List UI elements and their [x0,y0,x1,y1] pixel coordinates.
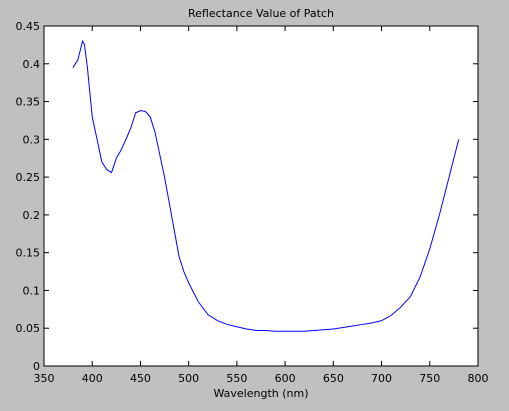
y-tick-label: 0.15 [16,247,41,260]
plot-area [43,25,479,367]
y-tick-label: 0.4 [23,58,41,71]
x-tick-label: 400 [82,372,103,385]
y-tick-label: 0.2 [23,209,41,222]
x-tick-label: 550 [226,372,247,385]
y-tick-label: 0.3 [23,133,41,146]
axis-ticks [43,25,479,367]
y-tick-label: 0.05 [16,322,41,335]
x-tick-label: 500 [178,372,199,385]
x-tick-label: 750 [419,372,440,385]
y-tick-labels: 0 0.05 0.1 0.15 0.2 0.25 0.3 0.35 0.4 0.45 [16,20,41,373]
reflectance-line [72,39,460,332]
x-tick-label: 350 [34,372,55,385]
x-tick-labels: 350 400 450 500 550 600 650 700 750 800 [34,372,489,385]
y-tick-label: 0.35 [16,96,41,109]
y-tick-label: 0.1 [23,284,41,297]
chart-title: Reflectance Value of Patch [188,7,334,20]
y-tick-label: 0.25 [16,171,41,184]
x-tick-label: 700 [371,372,392,385]
x-tick-label: 450 [130,372,151,385]
y-tick-label: 0.45 [16,20,41,33]
x-axis-label: Wavelength (nm) [213,387,308,400]
y-tick-label: 0 [33,360,40,373]
x-tick-label: 650 [323,372,344,385]
x-tick-label: 800 [468,372,489,385]
x-tick-label: 600 [275,372,296,385]
